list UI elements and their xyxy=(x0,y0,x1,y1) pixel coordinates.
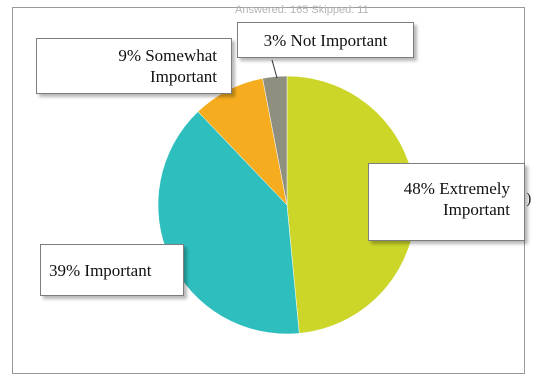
callout-not-important: 3% Not Important xyxy=(237,22,414,58)
response-count-header: Answered: 165 Skipped: 11 xyxy=(235,4,369,16)
callout-somewhat-important: 9% Somewhat Important xyxy=(36,38,232,94)
callout-not-line1: 3% Not Important xyxy=(263,31,388,50)
pie-slice-not-important xyxy=(262,75,288,206)
callout-somewhat-line2: Important xyxy=(149,67,217,86)
callout-extremely-line2: Important xyxy=(442,200,510,219)
side-mark: ) xyxy=(526,190,532,208)
callout-extremely-line1: 48% Extremely xyxy=(403,179,510,198)
leader-line-not-important xyxy=(271,59,278,79)
callout-extremely-important: 48% Extremely Important xyxy=(368,163,525,241)
callout-somewhat-line1: 9% Somewhat xyxy=(118,46,217,65)
callout-important-line1: 39% Important xyxy=(49,261,152,280)
callout-important: 39% Important xyxy=(40,244,184,296)
